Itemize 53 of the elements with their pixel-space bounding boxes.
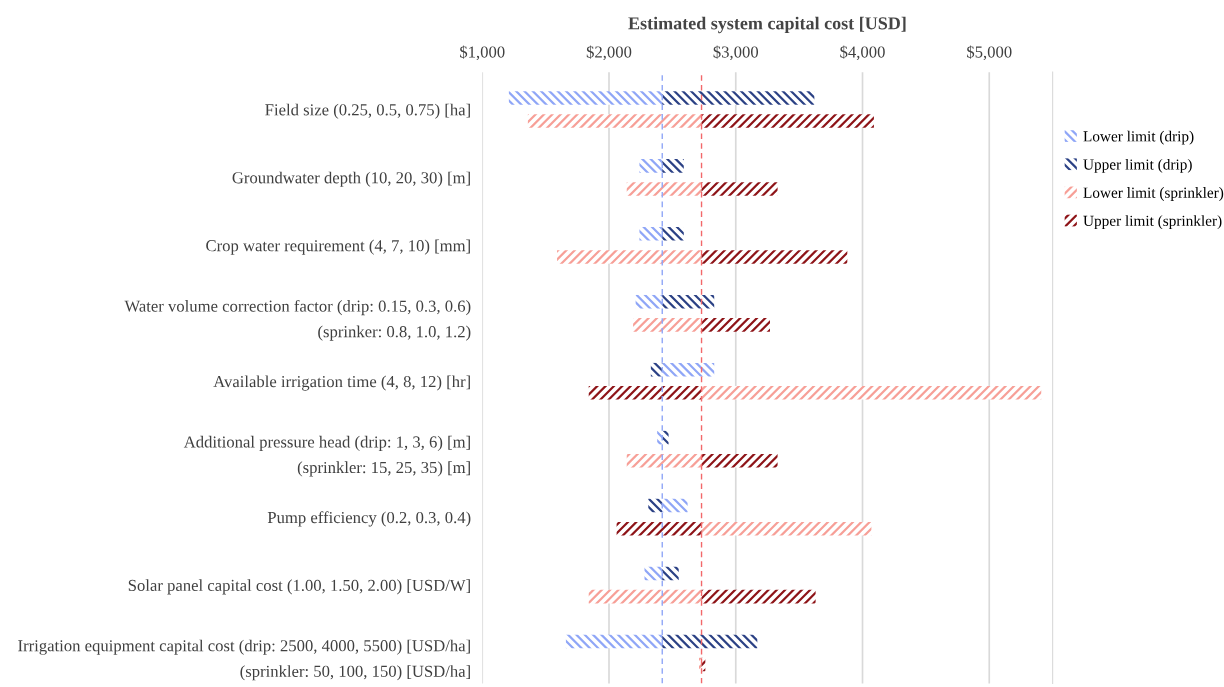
bar <box>701 386 1042 400</box>
bar <box>508 91 663 105</box>
bar <box>701 589 816 604</box>
x-tick-label: $1,000 <box>460 45 505 61</box>
x-axis-title: Estimated system capital cost [USD] <box>628 16 906 34</box>
y-tick-label: Pump efficiency (0.2, 0.3, 0.4) <box>267 511 471 527</box>
x-tick-label: $2,000 <box>586 45 632 61</box>
bar <box>588 386 702 400</box>
bar <box>662 91 815 105</box>
bar <box>662 227 684 241</box>
bar <box>662 362 715 377</box>
bar <box>644 566 663 581</box>
bar <box>557 250 702 264</box>
bar <box>701 114 874 128</box>
bar <box>701 182 778 196</box>
y-tick-label: Groundwater depth (10, 20, 30) [m] <box>232 171 470 187</box>
x-tick-label: $5,000 <box>967 45 1012 61</box>
bar <box>650 362 663 377</box>
y-tick-label: Crop water requirement (4, 7, 10) [mm] <box>206 239 470 255</box>
bar <box>626 453 702 468</box>
bar <box>701 453 778 468</box>
bar <box>588 589 702 604</box>
y-tick-label: Available irrigation time (4, 8, 12) [hr] <box>213 375 470 391</box>
bar <box>648 498 663 513</box>
bar <box>527 114 702 128</box>
legend-label: Upper limit (sprinkler) <box>1083 215 1222 230</box>
x-tick-label: $4,000 <box>840 45 885 61</box>
bar <box>662 430 669 445</box>
bar <box>633 318 702 332</box>
bar <box>662 498 688 513</box>
bar <box>616 521 702 536</box>
bar <box>662 294 715 309</box>
bar <box>657 430 663 445</box>
bar <box>626 182 702 196</box>
bar <box>639 159 663 173</box>
legend-label: Lower limit (drip) <box>1083 130 1194 145</box>
bar <box>635 294 663 309</box>
bar <box>662 634 758 649</box>
bar <box>662 159 684 173</box>
y-tick-label: Field size (0.25, 0.5, 0.75) [ha] <box>265 103 470 119</box>
legend-label: Lower limit (sprinkler) <box>1083 187 1224 201</box>
y-tick-label: Additional pressure head (drip: 1, 3, 6) [m] (sprinkler: 15, 25, 35) [m] <box>183 435 470 477</box>
y-tick-label: Irrigation equipment capital cost (drip: 2500, 4000, 5500) [USD/ha] (sprinkler: 50, 100, 150) [USD/ha] <box>18 639 470 681</box>
bar <box>701 521 872 536</box>
bar <box>701 318 770 332</box>
bar <box>639 227 663 241</box>
bar <box>662 566 679 581</box>
legend-label: Upper limit (drip) <box>1083 158 1192 173</box>
bar <box>565 634 663 649</box>
bar <box>701 250 848 264</box>
x-tick-label: $3,000 <box>713 45 759 61</box>
y-tick-label: Solar panel capital cost (1.00, 1.50, 2.00) [USD/W] <box>128 579 470 595</box>
y-tick-label: Water volume correction factor (drip: 0.15, 0.3, 0.6) (sprinker: 0.8, 1.0, 1.2) <box>124 299 471 341</box>
